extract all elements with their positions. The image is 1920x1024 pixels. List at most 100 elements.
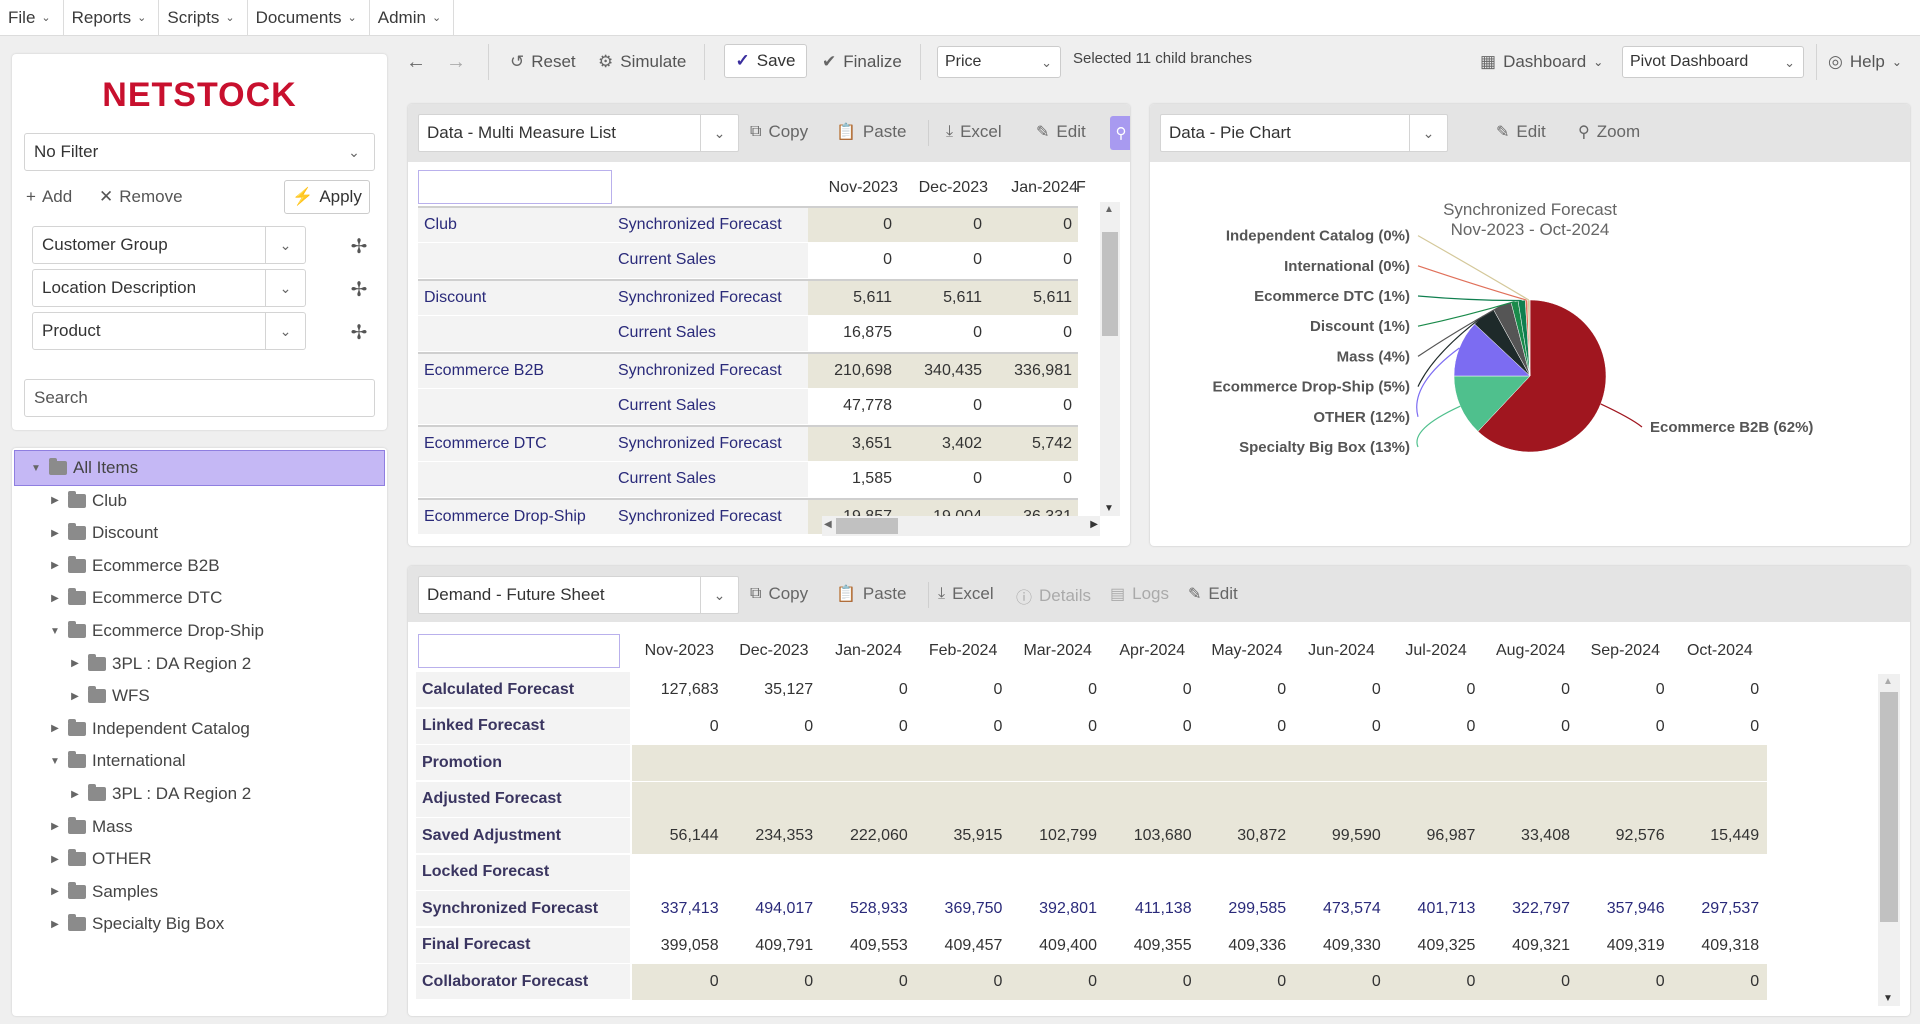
table-cell[interactable]: 96,987: [1388, 818, 1484, 854]
caret-right-icon[interactable]: ▶: [51, 853, 59, 865]
table-cell[interactable]: 15,449: [1672, 818, 1768, 854]
table-cell[interactable]: [1010, 781, 1105, 818]
table-cell[interactable]: [1578, 745, 1673, 781]
caret-right-icon[interactable]: ▶: [51, 527, 59, 539]
table-cell[interactable]: 0: [988, 461, 1078, 497]
table-cell[interactable]: 0: [915, 964, 1011, 1000]
table-cell[interactable]: 494,017: [726, 891, 822, 927]
caret-down-icon[interactable]: ▼: [50, 755, 60, 767]
edit-button[interactable]: ✎ Edit: [1188, 584, 1238, 604]
table-cell[interactable]: 16,875: [808, 315, 898, 351]
tree-item[interactable]: ▶ 3PL : DA Region 2: [12, 778, 387, 810]
vertical-scrollbar[interactable]: ▲ ▼: [1100, 202, 1120, 516]
table-cell[interactable]: 409,457: [915, 927, 1011, 964]
group-field-product[interactable]: Product ⌄: [32, 312, 306, 350]
table-cell[interactable]: 0: [632, 964, 727, 1000]
table-cell[interactable]: 0: [1672, 708, 1768, 745]
table-cell[interactable]: 127,683: [632, 672, 727, 708]
table-cell[interactable]: [915, 745, 1011, 781]
pie-slice[interactable]: [1527, 299, 1531, 377]
table-cell[interactable]: 0: [1483, 964, 1578, 1000]
table-cell[interactable]: [1105, 745, 1200, 781]
pie-slice[interactable]: [1477, 299, 1607, 453]
back-button[interactable]: ←: [406, 44, 426, 80]
table-cell[interactable]: [726, 781, 822, 818]
group-field-location-description[interactable]: Location Description ⌄: [32, 269, 306, 307]
table-cell[interactable]: 0: [1010, 672, 1105, 708]
dashboard-button[interactable]: ▦ Dashboard ⌄: [1480, 44, 1603, 80]
edit-button[interactable]: ✎ Edit: [1036, 122, 1086, 142]
table-cell[interactable]: 0: [1388, 672, 1484, 708]
caret-right-icon[interactable]: ▶: [71, 788, 79, 800]
table-cell[interactable]: [821, 854, 916, 891]
paste-button[interactable]: 📋 Paste: [836, 584, 906, 604]
table-cell[interactable]: 0: [1578, 708, 1673, 745]
tree-item[interactable]: ▼ Ecommerce Drop-Ship: [12, 615, 387, 647]
edit-button[interactable]: ✎ Edit: [1496, 122, 1546, 142]
table-cell[interactable]: [726, 854, 822, 891]
table-cell[interactable]: 3,402: [898, 425, 988, 461]
table-cell[interactable]: 357,946: [1578, 891, 1673, 927]
table-cell[interactable]: 3,651: [808, 425, 898, 461]
dashboard-select[interactable]: Pivot Dashboard ⌄: [1622, 46, 1804, 78]
table-cell[interactable]: 401,713: [1388, 891, 1484, 927]
tree-item[interactable]: ▶ Ecommerce DTC: [12, 582, 387, 614]
table-cell[interactable]: 409,400: [1010, 927, 1105, 964]
table-cell[interactable]: 1,585: [808, 461, 898, 497]
table-cell[interactable]: 0: [988, 388, 1078, 424]
grid-corner-cell[interactable]: [418, 170, 612, 204]
table-cell[interactable]: 0: [821, 964, 916, 1000]
table-cell[interactable]: [1578, 854, 1673, 891]
search-input[interactable]: Search: [24, 379, 375, 417]
excel-button[interactable]: ⤓ Excel: [946, 122, 1002, 142]
table-cell[interactable]: 47,778: [808, 388, 898, 424]
table-cell[interactable]: 299,585: [1199, 891, 1295, 927]
tree-item[interactable]: ▶ Ecommerce B2B: [12, 550, 387, 582]
scrollbar-thumb[interactable]: [1880, 692, 1898, 922]
filter-select[interactable]: No Filter ⌄: [24, 133, 375, 171]
tree-item[interactable]: ▶ Independent Catalog: [12, 713, 387, 745]
move-icon[interactable]: ✢: [350, 322, 368, 344]
table-cell[interactable]: 102,799: [1010, 818, 1105, 854]
group-field-customer-group[interactable]: Customer Group ⌄: [32, 226, 306, 264]
table-cell[interactable]: 0: [1105, 708, 1200, 745]
table-cell[interactable]: 0: [1294, 672, 1389, 708]
table-cell[interactable]: 0: [1578, 964, 1673, 1000]
table-cell[interactable]: 35,127: [726, 672, 822, 708]
table-cell[interactable]: [915, 854, 1011, 891]
table-cell[interactable]: 0: [726, 708, 822, 745]
multi-measure-select[interactable]: Data - Multi Measure List ⌄: [418, 114, 739, 152]
table-cell[interactable]: [1483, 745, 1578, 781]
table-cell[interactable]: 99,590: [1294, 818, 1389, 854]
table-cell[interactable]: 0: [988, 315, 1078, 351]
menu-documents[interactable]: Documents ⌄: [248, 0, 370, 35]
tree-item[interactable]: ▶ 3PL : DA Region 2: [12, 648, 387, 680]
table-cell[interactable]: [632, 745, 727, 781]
apply-button[interactable]: ⚡ Apply: [284, 180, 370, 214]
help-button[interactable]: ◎ Help ⌄: [1828, 44, 1902, 80]
tree-item[interactable]: ▶ Samples: [12, 876, 387, 908]
zoom-button[interactable]: ⚲ Zoom: [1578, 122, 1640, 142]
tree-item[interactable]: ▶ WFS: [12, 680, 387, 712]
table-cell[interactable]: 409,318: [1672, 927, 1768, 964]
table-cell[interactable]: 392,801: [1010, 891, 1105, 927]
table-cell[interactable]: 409,336: [1199, 927, 1295, 964]
table-cell[interactable]: [1388, 781, 1484, 818]
table-cell[interactable]: 30,872: [1199, 818, 1295, 854]
table-cell[interactable]: 0: [988, 242, 1078, 278]
table-cell[interactable]: 0: [808, 242, 898, 278]
table-cell[interactable]: [632, 781, 727, 818]
table-cell[interactable]: [1294, 854, 1389, 891]
table-cell[interactable]: [1105, 854, 1200, 891]
table-cell[interactable]: 411,138: [1105, 891, 1200, 927]
table-cell[interactable]: 0: [915, 672, 1011, 708]
table-cell[interactable]: 473,574: [1294, 891, 1389, 927]
table-cell[interactable]: 210,698: [808, 352, 898, 388]
table-cell[interactable]: 409,321: [1483, 927, 1578, 964]
tree-item[interactable]: ▶ Club: [12, 485, 387, 517]
caret-right-icon[interactable]: ▶: [51, 560, 59, 572]
tree-item[interactable]: ▼ All Items: [14, 450, 385, 486]
table-cell[interactable]: 5,611: [808, 279, 898, 315]
table-cell[interactable]: 0: [1672, 672, 1768, 708]
tree-item[interactable]: ▶ Discount: [12, 517, 387, 549]
